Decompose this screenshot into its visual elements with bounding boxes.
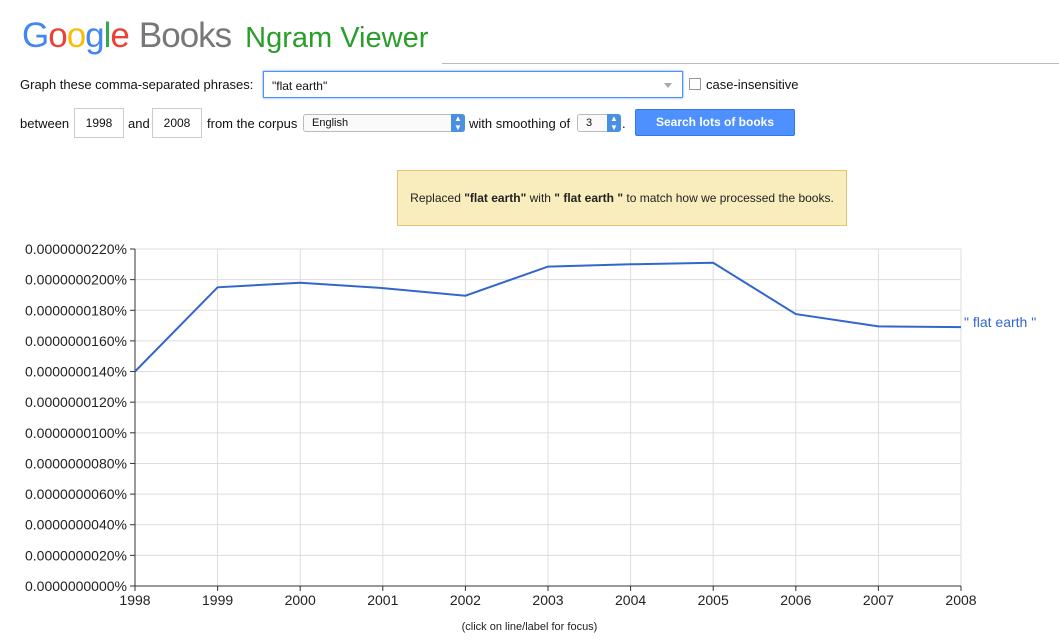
phrase-label: Graph these comma-separated phrases: [20,77,254,92]
data-point [546,265,550,269]
x-tick-label: 2005 [698,592,729,608]
data-point [959,325,963,329]
case-insensitive-checkbox[interactable] [689,78,701,90]
series-label[interactable]: " flat earth " [964,314,1036,330]
y-tick-label: 0.0000000160% [25,333,127,349]
notice-original: "flat earth" [464,191,527,205]
logo-letter: o [48,16,67,55]
logo-letter: l [103,16,112,55]
header-divider [442,63,1059,64]
notice-replacement: " flat earth " [554,191,624,205]
y-tick-label: 0.0000000060% [25,486,127,502]
x-tick-label: 2008 [945,592,976,608]
notice-suffix: to match how we processed the books. [623,191,834,205]
x-tick-label: 2002 [450,592,481,608]
x-tick-label: 2006 [780,592,811,608]
x-tick-label: 1998 [119,592,150,608]
smoothing-label: with smoothing of [469,116,571,131]
ngram-chart: 0.0000000000% 0.0000000020% 0.0000000040% 0… [25,241,1036,608]
x-tick-label: 2001 [367,592,398,608]
phrase-input[interactable]: "flat earth" [263,71,683,98]
data-point [711,261,715,265]
data-point [298,281,302,285]
logo-books: Books [138,16,232,55]
select-arrows-icon: ▲ ▼ [451,114,465,132]
chart-footnote: (click on line/label for focus) [461,621,598,633]
data-point [133,370,137,374]
and-label: and [128,116,150,131]
x-tick-label: 1999 [202,592,233,608]
corpus-value: English [312,117,349,129]
replacement-notice: Replaced "flat earth" with " flat earth … [397,170,847,226]
x-tick-label: 2004 [615,592,646,608]
data-point [629,262,633,266]
data-point [381,286,385,290]
app-title: Ngram Viewer [245,22,429,54]
y-tick-label: 0.0000000180% [25,302,127,318]
data-point [463,294,467,298]
x-tick-label: 2000 [285,592,316,608]
series-line[interactable] [134,261,962,373]
end-year-input[interactable]: 2008 [152,108,202,138]
corpus-label: from the corpus [207,116,298,131]
start-year-input[interactable]: 1998 [74,108,124,138]
y-tick-label: 0.0000000000% [25,578,127,594]
y-tick-label: 0.0000000100% [25,425,127,441]
between-label: between [20,116,70,131]
y-tick-label: 0.0000000040% [25,517,127,533]
smoothing-value: 3 [586,117,593,129]
data-point [216,285,220,289]
y-tick-label: 0.0000000080% [25,455,127,471]
notice-prefix: Replaced [410,191,465,205]
logo-letter: G [22,16,49,55]
x-tick-label: 2007 [863,592,894,608]
phrase-value: "flat earth" [272,79,328,93]
dropdown-arrow-icon[interactable] [664,83,672,88]
select-arrows-icon: ▲ ▼ [607,114,621,132]
logo-letter: g [85,16,104,55]
google-books-logo[interactable]: Google Books Ngram Viewer [22,14,428,60]
logo-letter: e [110,16,129,55]
search-button[interactable]: Search lots of books [635,109,795,136]
notice-middle: with [526,191,555,205]
y-tick-label: 0.0000000020% [25,547,127,563]
logo-letter: o [66,16,86,55]
x-tick-label: 2003 [532,592,563,608]
data-point [794,312,798,316]
data-point [876,324,880,328]
smoothing-select[interactable]: 3 ▲ ▼ [577,114,621,132]
y-tick-label: 0.0000000220% [25,241,127,257]
y-tick-label: 0.0000000120% [25,394,127,410]
y-tick-label: 0.0000000140% [25,364,127,380]
corpus-select[interactable]: English ▲ ▼ [303,114,465,132]
y-tick-label: 0.0000000200% [25,272,127,288]
period: . [622,116,626,131]
case-insensitive-label[interactable]: case-insensitive [706,77,799,92]
